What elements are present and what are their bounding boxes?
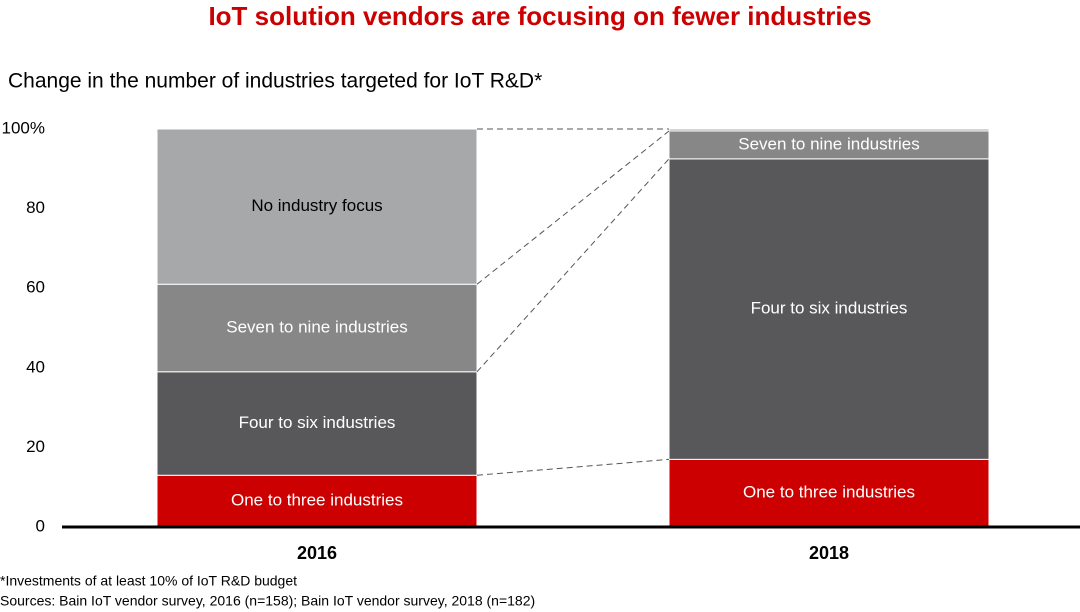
segment-label: One to three industries bbox=[231, 491, 403, 510]
bar-segment bbox=[156, 128, 478, 285]
x-tick-label: 2016 bbox=[297, 543, 337, 563]
y-tick-label: 60 bbox=[26, 278, 45, 297]
connector bbox=[476, 458, 670, 476]
segment-label: Four to six industries bbox=[239, 413, 396, 432]
segment-label: Seven to nine industries bbox=[226, 317, 407, 336]
bar-segment bbox=[668, 458, 990, 528]
bar-segment bbox=[156, 474, 478, 528]
bar-segment bbox=[156, 371, 478, 476]
chart-subtitle: Change in the number of industries targe… bbox=[8, 70, 542, 93]
bar-segment bbox=[668, 128, 990, 132]
x-tick-label: 2018 bbox=[809, 543, 849, 563]
y-tick-label: 0 bbox=[36, 516, 45, 535]
y-tick-label: 80 bbox=[26, 198, 45, 217]
footnote: *Investments of at least 10% of IoT R&D … bbox=[0, 573, 297, 589]
connector bbox=[476, 158, 670, 373]
segment-label: No industry focus bbox=[251, 196, 382, 215]
y-tick-label: 40 bbox=[26, 357, 45, 376]
segment-label: Seven to nine industries bbox=[738, 134, 919, 153]
segment-label: Four to six industries bbox=[751, 299, 908, 318]
segment-label: One to three industries bbox=[743, 483, 915, 502]
bar-segment bbox=[668, 130, 990, 160]
chart-title: IoT solution vendors are focusing on few… bbox=[208, 1, 871, 31]
connector bbox=[476, 130, 670, 285]
footnote: Sources: Bain IoT vendor survey, 2016 (n… bbox=[0, 593, 535, 609]
bar-segment bbox=[668, 158, 990, 460]
y-tick-label: 20 bbox=[26, 437, 45, 456]
y-tick-label: 100% bbox=[2, 118, 45, 137]
